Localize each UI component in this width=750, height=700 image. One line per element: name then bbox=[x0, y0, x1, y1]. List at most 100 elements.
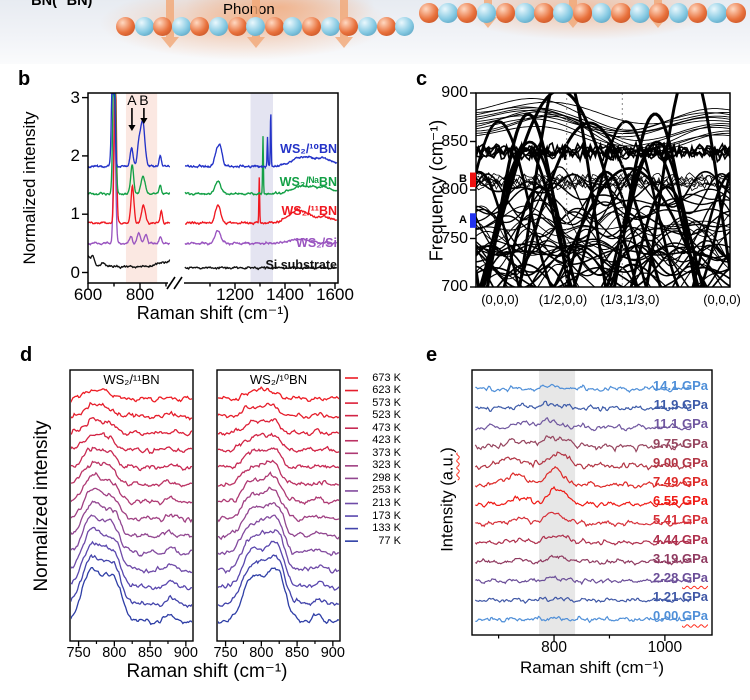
temperature-spectrum bbox=[71, 514, 192, 557]
phonon-bands bbox=[476, 93, 730, 287]
pressure-label: 14.1 GPa bbox=[628, 378, 708, 393]
x-tick-label: 800 bbox=[249, 645, 274, 661]
y-tick-label: 850 bbox=[441, 132, 468, 150]
pressure-unit: GPa bbox=[681, 589, 708, 605]
annotation-arrowhead bbox=[140, 118, 148, 124]
boron-atom bbox=[116, 17, 135, 36]
phonon-branch bbox=[476, 106, 730, 132]
boron-atom bbox=[227, 17, 247, 36]
pressure-label: 11.9 GPa bbox=[628, 397, 708, 412]
panel-letter-b: b bbox=[18, 68, 31, 90]
x-tick-label: 600 bbox=[73, 285, 103, 304]
nitrogen-atom bbox=[320, 17, 340, 36]
y-tick-label: 3 bbox=[70, 87, 80, 107]
phonon-branch bbox=[476, 120, 730, 287]
phonon-branch bbox=[476, 118, 730, 147]
spectrum-curve bbox=[87, 93, 171, 225]
peak-annotation: B bbox=[139, 92, 149, 108]
nitrogen-atom bbox=[438, 3, 458, 23]
boron-atom bbox=[419, 3, 439, 23]
plot-frame bbox=[87, 92, 339, 284]
pressure-value: 9.00 bbox=[653, 454, 679, 470]
boron-atom bbox=[339, 17, 359, 36]
phonon-branch bbox=[476, 244, 730, 277]
temperature-spectrum bbox=[71, 526, 192, 574]
temperature-legend-label: 673 K bbox=[372, 371, 401, 384]
x-tick-label: 1200 bbox=[216, 285, 254, 304]
y-tick-label: 1 bbox=[70, 204, 80, 224]
pressure-spectrum bbox=[474, 534, 692, 546]
pressure-unit: GPa bbox=[681, 493, 708, 509]
arrow-stem bbox=[166, 0, 174, 37]
x-tick-label: 1600 bbox=[316, 285, 354, 304]
axis-break-mask bbox=[168, 278, 184, 288]
pressure-spectrum bbox=[474, 465, 692, 489]
temperature-legend-label: 623 K bbox=[372, 384, 401, 397]
phonon-branch bbox=[476, 265, 709, 287]
nitrogen-atom bbox=[707, 3, 727, 23]
plot-frame bbox=[69, 369, 194, 642]
kpath-label: (0,0,0) bbox=[703, 292, 741, 307]
kpath-label: (1/2,0,0) bbox=[538, 292, 588, 307]
phonon-branch bbox=[476, 173, 730, 215]
x-tick-label: 900 bbox=[320, 645, 345, 661]
phonon-branch bbox=[476, 251, 730, 287]
bn-isotope-label: ¹⁰BN(¹¹BN) bbox=[20, 0, 93, 9]
pressure-unit: GPa bbox=[681, 378, 708, 393]
phonon-branch bbox=[476, 263, 723, 287]
temperature-spectrum bbox=[71, 460, 192, 488]
y-tick-label: 800 bbox=[441, 181, 468, 198]
y-tick-label: 700 bbox=[441, 278, 468, 295]
phonon-branch bbox=[476, 211, 730, 242]
spectra-group bbox=[71, 388, 192, 626]
temperature-legend-label: 133 K bbox=[372, 522, 401, 535]
phonon-branch bbox=[476, 211, 730, 238]
boron-atom bbox=[726, 3, 746, 23]
axis-break-icon bbox=[166, 276, 176, 290]
nitrogen-atom bbox=[553, 3, 574, 23]
atom-chain bbox=[116, 17, 415, 36]
series-label: WS₂/Si bbox=[296, 236, 337, 250]
pressure-unit: GPa bbox=[681, 608, 708, 624]
phonon-branch bbox=[476, 239, 730, 277]
spectrum-curve bbox=[87, 254, 171, 270]
phonon-label: Phonon bbox=[223, 1, 275, 18]
nitrogen-atom bbox=[357, 17, 377, 36]
pressure-unit: GPa bbox=[681, 397, 708, 413]
temperature-spectrum bbox=[71, 471, 192, 506]
x-tick-label: 750 bbox=[66, 645, 91, 661]
pressure-spectrum bbox=[475, 383, 692, 394]
annotation-arrowhead bbox=[128, 125, 136, 131]
pressure-unit: GPa bbox=[681, 474, 708, 489]
pressure-spectrum bbox=[475, 575, 692, 586]
temperature-spectrum bbox=[71, 401, 192, 421]
subpanel-title: WS₂/¹⁰BN bbox=[249, 372, 308, 387]
pressure-label: 1.21 GPa bbox=[628, 589, 708, 604]
phonon-branch bbox=[476, 115, 730, 153]
atom-chain bbox=[419, 3, 746, 23]
temperature-spectrum bbox=[218, 540, 339, 591]
temperature-spectrum bbox=[71, 487, 192, 524]
temperature-spectrum bbox=[71, 446, 192, 472]
mode-marker-label: A bbox=[459, 213, 467, 226]
temperature-spectrum bbox=[218, 402, 339, 419]
temperature-spectrum bbox=[218, 529, 339, 575]
mode-marker bbox=[470, 172, 476, 188]
temperature-spectrum bbox=[218, 418, 339, 437]
phonon-branch bbox=[476, 180, 730, 192]
arrow-head bbox=[564, 17, 582, 28]
pressure-spectrum bbox=[474, 451, 692, 471]
phonon-branch bbox=[476, 205, 730, 240]
y-tick-label: 0 bbox=[70, 262, 80, 282]
temperature-spectrum bbox=[218, 386, 339, 403]
nitrogen-atom bbox=[209, 17, 229, 36]
boron-atom bbox=[376, 17, 396, 36]
nitrogen-atom bbox=[246, 17, 266, 36]
axis-break-icon bbox=[173, 276, 183, 290]
pressure-spectrum bbox=[474, 596, 692, 605]
x-tick-label: 850 bbox=[284, 645, 310, 661]
pressure-label: 4.44 GPa bbox=[628, 532, 708, 547]
temperature-spectrum bbox=[71, 417, 192, 437]
